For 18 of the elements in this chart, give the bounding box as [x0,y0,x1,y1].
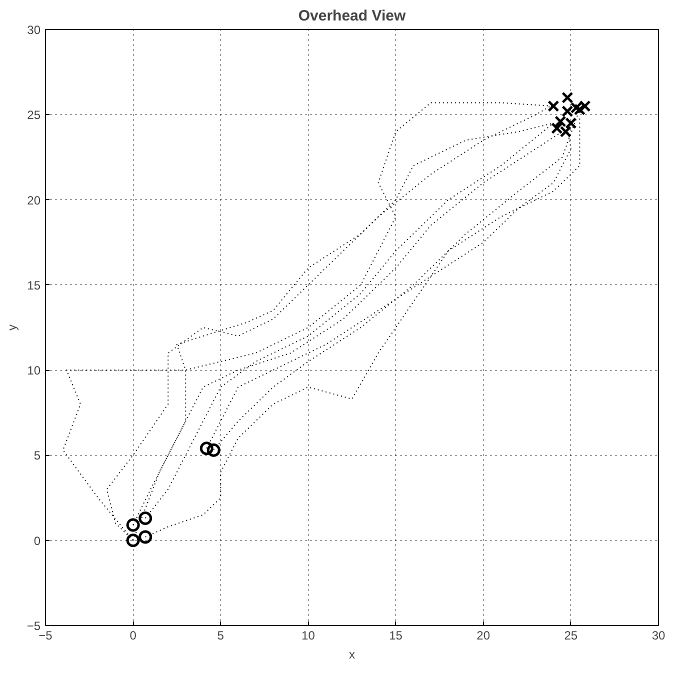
x-tick-label: 5 [217,628,224,642]
y-tick-label: 15 [27,278,41,292]
x-tick-label: 20 [476,628,490,642]
chart-title: Overhead View [298,8,406,24]
y-tick-label: 10 [27,364,41,378]
x-tick-label: 25 [564,628,578,642]
x-tick-label: 30 [652,628,666,642]
x-axis-title: x [349,648,355,662]
y-axis-title: y [4,324,19,330]
y-tick-label: 5 [34,448,41,463]
y-tick-label: 25 [27,108,41,122]
x-tick-label: 15 [389,628,403,642]
y-tick-label: 0 [34,534,41,548]
x-tick-label: 0 [130,628,137,642]
y-tick-label: 30 [27,23,41,37]
x-tick-label: 10 [302,628,316,642]
y-tick-label: 20 [27,193,41,208]
y-tick-label: −5 [26,619,41,633]
